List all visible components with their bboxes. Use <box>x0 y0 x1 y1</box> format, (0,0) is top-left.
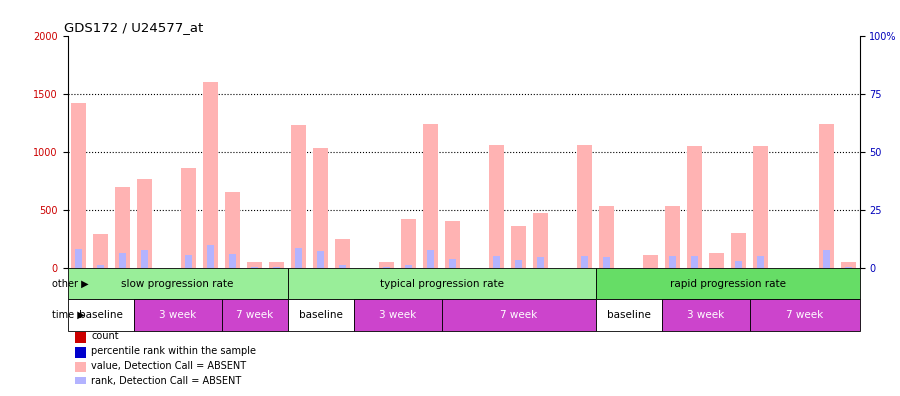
Bar <box>599 206 614 268</box>
Bar <box>662 299 750 331</box>
Bar <box>115 187 130 268</box>
Bar <box>732 233 745 268</box>
Bar <box>578 145 591 268</box>
Bar <box>490 145 504 268</box>
Bar <box>336 239 349 268</box>
Text: count: count <box>91 331 119 341</box>
Bar <box>251 267 257 268</box>
Bar <box>274 267 280 268</box>
Bar <box>76 249 82 268</box>
Text: 3 week: 3 week <box>687 310 725 320</box>
Bar <box>596 268 860 299</box>
Bar <box>76 332 86 343</box>
Bar <box>423 124 437 268</box>
Bar <box>753 146 768 268</box>
Bar <box>581 256 588 268</box>
Bar <box>446 221 460 268</box>
Text: 7 week: 7 week <box>236 310 273 320</box>
Bar <box>534 213 547 268</box>
Bar <box>71 103 86 268</box>
Bar <box>688 146 702 268</box>
Bar <box>845 267 851 268</box>
Bar <box>207 245 214 268</box>
Bar <box>295 248 302 268</box>
Text: slow progression rate: slow progression rate <box>122 279 234 289</box>
Text: baseline: baseline <box>299 310 342 320</box>
Bar <box>221 299 287 331</box>
Bar <box>596 299 662 331</box>
Text: baseline: baseline <box>78 310 122 320</box>
Bar <box>670 256 676 268</box>
Bar <box>665 206 680 268</box>
Bar <box>138 179 151 268</box>
Bar <box>225 192 239 268</box>
Bar <box>287 299 354 331</box>
Bar <box>691 256 698 268</box>
Bar <box>76 377 86 387</box>
Bar <box>141 250 148 268</box>
Bar <box>644 255 658 268</box>
Bar <box>442 299 596 331</box>
Bar <box>493 256 500 268</box>
Text: time ▶: time ▶ <box>52 310 85 320</box>
Text: other ▶: other ▶ <box>52 279 89 289</box>
Text: percentile rank within the sample: percentile rank within the sample <box>91 346 256 356</box>
Text: GDS172 / U24577_at: GDS172 / U24577_at <box>64 21 202 34</box>
Bar <box>68 268 287 299</box>
Bar <box>76 347 86 358</box>
Bar <box>449 259 455 268</box>
Bar <box>269 262 284 268</box>
Bar <box>428 250 434 268</box>
Bar <box>133 299 221 331</box>
Bar <box>354 299 442 331</box>
Bar <box>230 254 236 268</box>
Bar <box>339 265 346 268</box>
Bar <box>248 262 262 268</box>
Text: value, Detection Call = ABSENT: value, Detection Call = ABSENT <box>91 361 247 371</box>
Bar <box>203 82 218 268</box>
Text: 7 week: 7 week <box>786 310 824 320</box>
Bar <box>824 250 830 268</box>
Bar <box>603 257 610 268</box>
Bar <box>709 253 724 268</box>
Bar <box>313 148 328 268</box>
Bar <box>757 256 764 268</box>
Bar <box>181 168 195 268</box>
Bar <box>94 234 108 268</box>
Bar <box>405 265 412 268</box>
Text: typical progression rate: typical progression rate <box>380 279 503 289</box>
Text: 7 week: 7 week <box>500 310 537 320</box>
Bar <box>317 251 324 268</box>
Bar <box>185 255 192 268</box>
Bar <box>383 267 390 268</box>
Bar <box>511 226 526 268</box>
Bar <box>68 299 133 331</box>
Bar <box>97 265 104 268</box>
Text: rapid progression rate: rapid progression rate <box>670 279 786 289</box>
Text: baseline: baseline <box>607 310 651 320</box>
Bar <box>819 124 833 268</box>
Text: rank, Detection Call = ABSENT: rank, Detection Call = ABSENT <box>91 376 241 386</box>
Bar <box>292 125 306 268</box>
Text: 3 week: 3 week <box>159 310 196 320</box>
Bar <box>515 260 522 268</box>
Bar <box>380 262 393 268</box>
Bar <box>287 268 596 299</box>
Bar <box>401 219 416 268</box>
Bar <box>735 261 742 268</box>
Bar <box>537 257 544 268</box>
Text: 3 week: 3 week <box>379 310 416 320</box>
Bar <box>119 253 126 268</box>
Bar <box>750 299 859 331</box>
Bar <box>842 262 856 268</box>
Bar <box>76 362 86 372</box>
